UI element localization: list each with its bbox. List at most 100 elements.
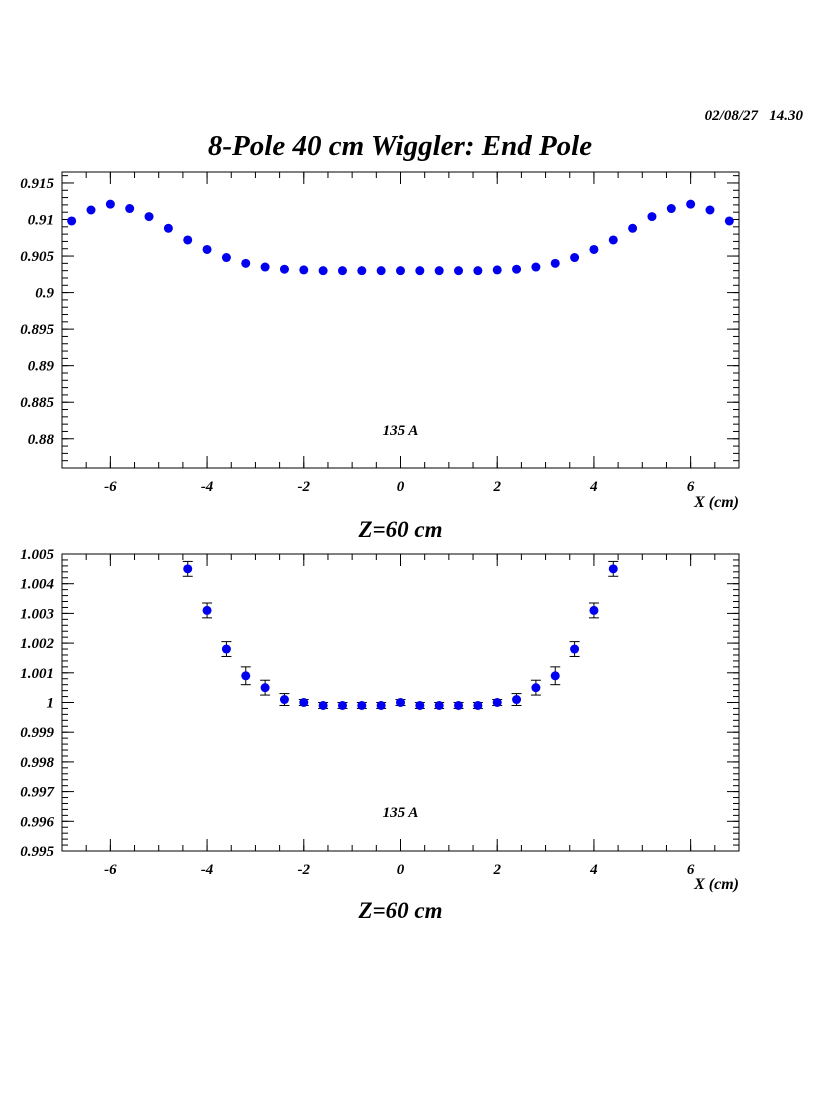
data-point [376,266,386,276]
data-point [415,700,425,710]
data-point [337,700,347,710]
data-point [221,644,231,654]
y-tick-label: 1.002 [20,636,54,652]
data-point [396,698,405,707]
data-point [183,564,193,574]
data-point [67,216,77,226]
y-tick-label: 0.9 [35,286,54,302]
data-point [260,683,270,693]
x-tick-label: -6 [104,862,117,878]
data-point [105,199,115,209]
y-tick-label: 1 [47,696,55,712]
data-point [589,244,599,254]
data-point [318,266,328,276]
data-point [473,266,483,276]
data-point [705,205,715,215]
page-title: 8-Pole 40 cm Wiggler: End Pole [208,130,592,162]
data-point [454,266,464,276]
data-point [357,266,367,276]
data-point [724,216,734,226]
plot-top: -6 -4 -2 0 2 4 6 0.88 0.885 0.89 0.895 0.9 0.905 0.91… [20,171,740,542]
data-point [473,700,483,710]
data-point [376,700,386,710]
x-tick-label: 6 [687,479,695,495]
x-tick-label: 0 [397,479,405,495]
annotation-label: 135 A [383,423,419,439]
y-tick-label: 0.995 [20,844,54,860]
x-tick-label: 4 [589,479,598,495]
data-point [241,671,251,681]
data-point [396,266,405,276]
y-tick-label: 0.895 [20,322,54,338]
data-point [299,265,309,275]
x-tick-label: -2 [298,479,311,495]
x-tick-label: -4 [201,862,214,878]
x-tick-label: -4 [201,479,214,495]
x-axis-label: X (cm) [693,494,739,511]
x-axis-label: X (cm) [693,876,739,893]
data-point [589,605,599,615]
data-point [512,695,522,705]
x-tick-label: -2 [298,862,311,878]
data-point [86,205,96,215]
timestamp: 02/08/27 14.30 [705,108,804,124]
y-tick-label: 0.997 [20,785,54,801]
data-point [550,258,560,268]
x-tick-label: -6 [104,479,117,495]
data-point [686,199,696,209]
data-point [647,212,657,222]
chart-subtitle: Z=60 cm [357,898,442,923]
data-point [318,700,328,710]
y-tick-label: 1.003 [20,606,54,622]
data-point [221,253,231,263]
data-point [531,683,541,693]
y-tick-label: 0.88 [28,432,55,448]
data-point [279,695,289,705]
y-tick-label: 1.004 [20,577,54,593]
data-point [666,204,676,214]
data-point [512,264,522,274]
data-point [183,235,193,245]
chart-subtitle: Z=60 cm [357,517,442,542]
data-point [125,204,135,214]
y-tick-label: 0.89 [28,359,55,375]
data-point [337,266,347,276]
data-point [434,700,444,710]
data-point [492,698,502,707]
data-point [163,223,173,233]
y-tick-label: 0.998 [20,755,54,771]
x-tick-label: 2 [492,862,501,878]
plot-bottom: -6 -4 -2 0 2 4 6 0.995 0.996 0.997 0.998 0.999 1 1.00… [20,547,740,923]
data-point [279,264,289,274]
x-tick-label: 4 [589,862,598,878]
data-point [299,698,309,707]
x-tick-label: 0 [397,862,405,878]
data-point [144,212,154,222]
data-point [202,605,212,615]
data-point [550,671,560,681]
annotation-label: 135 A [383,805,419,821]
y-tick-label: 0.999 [20,725,54,741]
data-point [608,235,618,245]
data-point [570,644,580,654]
data-point [608,564,618,574]
data-point [492,265,502,275]
x-tick-label: 2 [492,479,501,495]
data-point [202,244,212,254]
y-tick-label: 0.885 [20,395,54,411]
data-point [260,262,270,272]
data-point [434,266,444,276]
y-tick-label: 1.005 [20,547,54,563]
y-tick-label: 0.91 [28,213,54,229]
y-tick-label: 0.996 [20,814,54,830]
data-point [570,253,580,263]
y-tick-label: 0.905 [20,249,54,265]
data-point [454,700,464,710]
data-point [415,266,425,276]
data-point [241,258,251,268]
y-tick-label: 0.915 [20,176,54,192]
x-tick-label: 6 [687,862,695,878]
data-point [531,262,541,272]
y-tick-label: 1.001 [20,666,54,682]
